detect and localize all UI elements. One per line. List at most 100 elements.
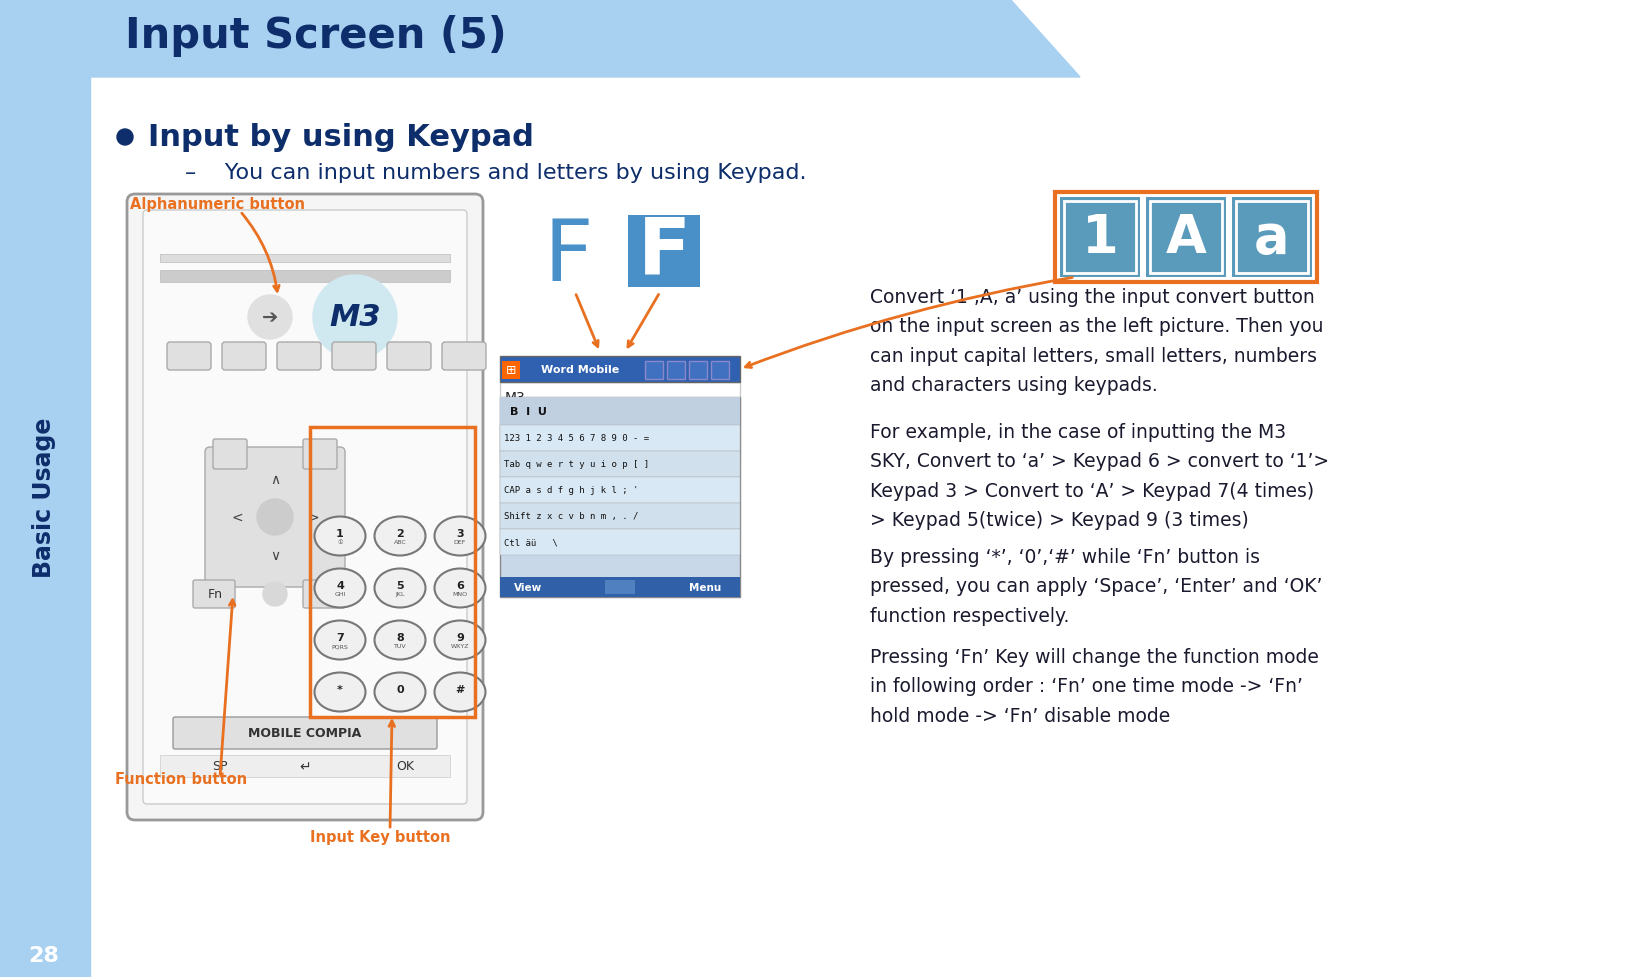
Ellipse shape [315,620,365,659]
Bar [500,577,740,597]
Bar [0,0,90,977]
Bar [1151,202,1222,274]
Text: For example, in the case of inputting the M3
SKY, Convert to ‘a’ > Keypad 6 > co: For example, in the case of inputting th… [870,423,1328,530]
Text: F: F [637,214,691,290]
Circle shape [262,582,287,607]
FancyBboxPatch shape [192,580,235,609]
Bar [711,361,729,380]
Bar [1236,202,1307,274]
Text: *: * [337,684,342,695]
Bar [645,361,663,380]
FancyBboxPatch shape [166,343,210,370]
Bar [500,426,740,451]
Circle shape [313,276,398,360]
Text: 8: 8 [396,632,404,642]
Text: ∧: ∧ [271,473,280,487]
Text: M3: M3 [329,303,381,332]
Ellipse shape [375,569,425,608]
Polygon shape [0,0,1081,78]
Text: 123 1 2 3 4 5 6 7 8 9 0 - =: 123 1 2 3 4 5 6 7 8 9 0 - = [504,434,649,443]
Text: ⊞: ⊞ [505,364,517,377]
Text: –    You can input numbers and letters by using Keypad.: – You can input numbers and letters by u… [184,163,807,183]
FancyBboxPatch shape [205,447,346,587]
Text: MOBILE COMPIA: MOBILE COMPIA [248,727,362,740]
Text: Basic Usage: Basic Usage [33,417,55,577]
Ellipse shape [435,620,486,659]
Text: WXYZ: WXYZ [452,644,469,649]
Bar [500,478,740,503]
Text: 3: 3 [456,529,465,538]
Ellipse shape [375,673,425,712]
Text: 28: 28 [29,945,59,965]
FancyBboxPatch shape [442,343,486,370]
Bar [160,755,450,778]
Text: Shift z x c v b n m , . /: Shift z x c v b n m , . / [504,512,639,521]
Text: ABC: ABC [393,540,406,545]
Bar [1146,197,1226,277]
Text: F: F [543,216,593,299]
Bar [160,255,450,263]
Ellipse shape [435,673,486,712]
Text: Input by using Keypad: Input by using Keypad [148,123,535,152]
Text: View: View [513,582,543,592]
Bar [628,216,699,287]
Text: Menu: Menu [689,582,720,592]
Text: MNO: MNO [453,592,468,597]
Circle shape [258,499,293,535]
Text: 7: 7 [336,632,344,642]
Text: Alphanumeric button: Alphanumeric button [130,197,305,212]
Text: M3: M3 [505,391,526,404]
Text: >: > [306,510,319,525]
Bar [500,383,740,462]
Text: Function button: Function button [116,772,248,786]
Bar [160,271,450,282]
Text: By pressing ‘*’, ‘0’,‘#’ while ‘Fn’ button is
pressed, you can apply ‘Space’, ‘E: By pressing ‘*’, ‘0’,‘#’ while ‘Fn’ butt… [870,547,1322,625]
Text: DEF: DEF [453,540,466,545]
Bar [605,580,636,594]
Text: Pressing ‘Fn’ Key will change the function mode
in following order : ‘Fn’ one ti: Pressing ‘Fn’ Key will change the functi… [870,648,1319,725]
Text: 9: 9 [456,632,465,642]
Ellipse shape [435,517,486,556]
Text: CAP a s d f g h j k l ; ': CAP a s d f g h j k l ; ' [504,486,639,495]
Circle shape [248,296,292,340]
Bar [1055,192,1317,282]
Text: B  I  U: B I U [510,406,548,416]
Text: ↵: ↵ [300,759,311,773]
Bar [500,503,740,530]
Text: TUV: TUV [394,644,406,649]
Text: Input Screen (5): Input Screen (5) [126,15,507,57]
FancyBboxPatch shape [277,343,321,370]
Text: GHI: GHI [334,592,346,597]
Text: ➔: ➔ [262,308,279,327]
Ellipse shape [375,620,425,659]
Text: 5: 5 [396,580,404,590]
FancyBboxPatch shape [173,717,437,749]
Text: Fn: Fn [207,588,223,601]
Text: A: A [1165,212,1206,264]
Text: ①: ① [337,540,342,545]
Bar [689,361,707,380]
Text: Word Mobile: Word Mobile [541,364,619,374]
Ellipse shape [375,517,425,556]
Circle shape [117,130,134,146]
Ellipse shape [435,569,486,608]
FancyBboxPatch shape [303,440,337,470]
Text: Tab q w e r t y u i o p [ ]: Tab q w e r t y u i o p [ ] [504,460,649,469]
FancyBboxPatch shape [127,194,482,820]
Text: ✓: ✓ [319,588,329,601]
Text: ∨: ∨ [271,548,280,563]
Text: 0: 0 [396,684,404,695]
Bar [500,530,740,556]
FancyBboxPatch shape [222,343,266,370]
Bar [1232,197,1312,277]
Text: SKY: SKY [505,407,531,421]
Text: 2: 2 [396,529,404,538]
Bar [500,398,740,597]
Bar [667,361,685,380]
Text: PQRS: PQRS [331,644,349,649]
Text: SP: SP [212,760,228,773]
Text: JKL: JKL [394,592,404,597]
Text: Convert ‘1 ,A, a’ using the input convert button
on the input screen as the left: Convert ‘1 ,A, a’ using the input conver… [870,287,1324,395]
Ellipse shape [315,673,365,712]
Ellipse shape [315,517,365,556]
